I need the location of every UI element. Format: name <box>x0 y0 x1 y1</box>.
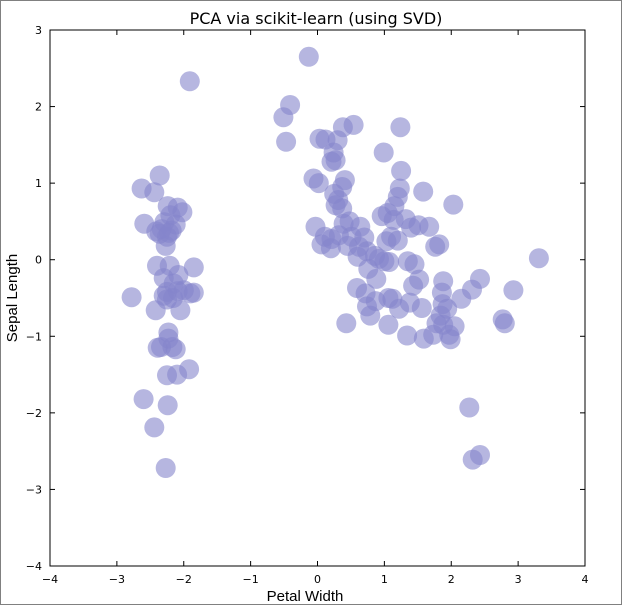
y-tick-label: 2 <box>35 101 42 114</box>
scatter-point <box>382 288 403 309</box>
scatter-point <box>459 397 480 418</box>
tick-labels-layer: −4 −3 −2 −1 0 1 2 3 4 3 2 1 0 −1 −2 −3 −4 <box>26 24 589 586</box>
x-tick-label: −4 <box>42 573 58 586</box>
scatter-point <box>121 287 142 308</box>
scatter-point <box>376 231 397 252</box>
scatter-point <box>170 300 191 321</box>
scatter-point <box>133 389 154 410</box>
scatter-point <box>391 160 412 181</box>
x-tick-label: 3 <box>515 573 522 586</box>
scatter-point <box>411 298 432 318</box>
y-tick-label: 1 <box>35 177 42 190</box>
chart-title: PCA via scikit-learn (using SVD) <box>190 9 443 28</box>
scatter-point <box>320 238 341 259</box>
scatter-point <box>145 300 166 321</box>
scatter-point <box>374 251 395 272</box>
scatter-point <box>528 248 549 269</box>
x-tick-label: 2 <box>448 573 455 586</box>
scatter-point <box>397 325 418 346</box>
x-tick-label: −1 <box>243 573 259 586</box>
scatter-point <box>451 288 472 309</box>
scatter-point <box>360 305 381 326</box>
scatter-point <box>183 257 204 278</box>
points-layer <box>121 46 549 478</box>
scatter-point <box>336 313 357 334</box>
scatter-point <box>383 209 404 230</box>
scatter-point <box>157 365 177 386</box>
scatter-point <box>144 182 165 203</box>
scatter-point <box>373 142 394 163</box>
scatter-point <box>149 165 170 186</box>
y-tick-label: −2 <box>26 407 42 420</box>
ticks-layer <box>49 29 586 567</box>
scatter-point <box>276 131 297 152</box>
scatter-point <box>404 254 425 275</box>
scatter-point <box>173 280 194 301</box>
scatter-point <box>494 313 515 334</box>
scatter-point <box>378 314 399 335</box>
x-axis-label: Petal Width <box>267 588 344 605</box>
scatter-point <box>298 46 319 67</box>
scatter-point <box>308 173 329 194</box>
y-tick-label: 3 <box>35 24 42 37</box>
y-tick-label: −3 <box>26 483 42 496</box>
scatter-point <box>390 117 411 138</box>
y-tick-label: −1 <box>26 330 42 343</box>
scatter-point <box>366 268 387 289</box>
x-tick-label: 4 <box>582 573 589 586</box>
x-tick-label: 1 <box>381 573 388 586</box>
scatter-point <box>419 216 440 237</box>
scatter-point <box>403 275 424 296</box>
scatter-point <box>147 337 168 358</box>
scatter-point <box>413 181 434 202</box>
y-tick-label: 0 <box>35 254 42 267</box>
scatter-point <box>155 458 176 478</box>
scatter-point <box>179 71 200 92</box>
scatter-point <box>157 395 178 416</box>
scatter-point <box>425 236 446 257</box>
scatter-point <box>273 107 294 128</box>
y-axis-label: Sepal Length <box>4 254 21 342</box>
scatter-point <box>443 194 464 215</box>
y-tick-label: −4 <box>26 560 42 573</box>
scatter-point <box>503 280 524 301</box>
x-tick-label: 0 <box>314 573 321 586</box>
scatter-point <box>161 220 182 241</box>
scatter-point <box>325 150 346 171</box>
scatter-point <box>426 313 447 334</box>
scatter-point <box>144 417 165 438</box>
x-tick-label: −2 <box>176 573 192 586</box>
scatter-point <box>401 217 422 238</box>
x-tick-label: −3 <box>109 573 125 586</box>
scatter-point <box>444 316 465 337</box>
scatter-point <box>165 339 186 360</box>
scatter-point <box>155 235 176 256</box>
scatter-point <box>470 445 490 465</box>
